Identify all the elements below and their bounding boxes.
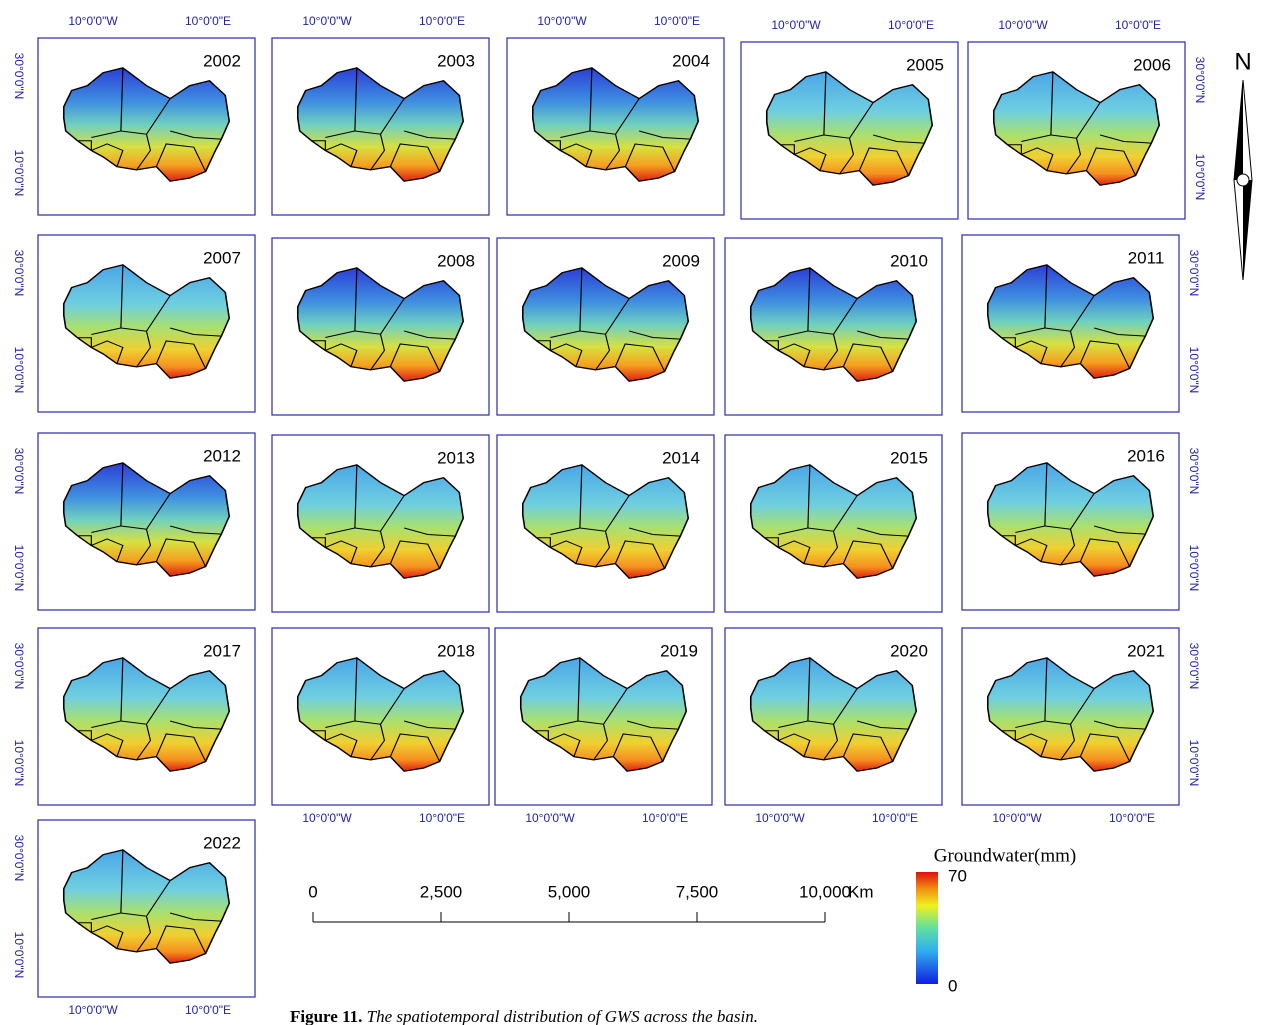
lon-label: 10°0'0"E — [642, 811, 688, 825]
figure: N 0 2,500 5,000 7,500 10,000Km Groundwater(m… — [0, 0, 1266, 1025]
lon-label: 10°0'0"E — [888, 18, 934, 32]
map-panel: 2011 30°0'0"N 10°0'0"N — [962, 235, 1201, 412]
lat-label: 30°0'0"N — [12, 448, 26, 495]
lon-label: 10°0'0"E — [872, 811, 918, 825]
lon-label: 10°0'0"W — [302, 14, 352, 28]
map-panel: 2013 — [272, 435, 489, 612]
legend: Groundwater(mm) 70 0 — [916, 845, 1076, 995]
lon-label: 10°0'0"E — [654, 14, 700, 28]
map-panel: 2012 30°0'0"N 10°0'0"N — [12, 433, 255, 610]
lat-label: 10°0'0"N — [12, 740, 26, 787]
lon-label: 10°0'0"W — [68, 14, 118, 28]
lon-label: 10°0'0"W — [771, 18, 821, 32]
caption: Figure 11. The spatiotemporal distributi… — [290, 1007, 758, 1025]
map-panel: 2003 10°0'0"W 10°0'0"E — [272, 14, 489, 215]
map-panel: 2018 10°0'0"W 10°0'0"E — [272, 628, 489, 825]
lat-label: 30°0'0"N — [1187, 643, 1201, 690]
lat-label: 30°0'0"N — [1187, 250, 1201, 297]
lat-label: 10°0'0"N — [1187, 545, 1201, 592]
year-label: 2008 — [437, 251, 475, 270]
year-label: 2020 — [890, 641, 928, 660]
year-label: 2011 — [1128, 248, 1165, 267]
map-panel: 2021 10°0'0"W 10°0'0"E 30°0'0"N 10°0'0"N — [962, 628, 1201, 825]
map-panel: 2008 — [272, 238, 489, 415]
lat-label: 10°0'0"N — [12, 932, 26, 979]
legend-title: Groundwater(mm) — [934, 845, 1076, 866]
map-panel: 2014 — [497, 435, 714, 612]
lat-label: 10°0'0"N — [1187, 740, 1201, 787]
lon-label: 10°0'0"E — [185, 1003, 231, 1017]
map-panel: 2005 10°0'0"W 10°0'0"E — [741, 18, 958, 219]
lat-label: 30°0'0"N — [12, 53, 26, 100]
lon-label: 10°0'0"W — [537, 14, 587, 28]
year-label: 2017 — [203, 641, 241, 660]
lon-label: 10°0'0"E — [1109, 811, 1155, 825]
year-label: 2006 — [1133, 55, 1171, 74]
scale-label: 2,500 — [420, 882, 463, 901]
map-panel: 2006 10°0'0"W 10°0'0"E 30°0'0"N 10°0'0"N — [968, 18, 1207, 219]
map-figure: N 0 2,500 5,000 7,500 10,000Km Groundwater(m… — [0, 0, 1266, 1025]
map-panel: 2009 — [497, 238, 714, 415]
map-panel: 2016 30°0'0"N 10°0'0"N — [962, 433, 1201, 610]
map-panel: 2015 — [725, 435, 942, 612]
year-label: 2009 — [662, 251, 700, 270]
map-panel: 2017 30°0'0"N 10°0'0"N — [12, 628, 255, 805]
color-bar — [916, 872, 938, 984]
map-panel: 2022 10°0'0"W 10°0'0"E 30°0'0"N 10°0'0"N — [12, 820, 255, 1017]
scale-label: 5,000 — [548, 882, 591, 901]
lat-label: 10°0'0"N — [12, 150, 26, 197]
lat-label: 10°0'0"N — [12, 347, 26, 394]
lon-label: 10°0'0"W — [302, 811, 352, 825]
map-panel: 2019 10°0'0"W 10°0'0"E — [495, 628, 712, 825]
scale-label: 10,000 — [799, 882, 851, 901]
lat-label: 30°0'0"N — [12, 835, 26, 882]
scale-bar: 0 2,500 5,000 7,500 10,000Km — [308, 882, 873, 922]
legend-min: 0 — [948, 976, 957, 995]
year-label: 2002 — [203, 51, 241, 70]
scale-label: 7,500 — [676, 882, 719, 901]
lon-label: 10°0'0"W — [525, 811, 575, 825]
caption-text: The spatiotemporal distribution of GWS a… — [367, 1007, 758, 1025]
lon-label: 10°0'0"W — [755, 811, 805, 825]
scale-unit: Km — [848, 882, 874, 901]
lon-label: 10°0'0"E — [419, 811, 465, 825]
lat-label: 10°0'0"N — [1193, 154, 1207, 201]
year-label: 2013 — [437, 448, 475, 467]
scale-label: 0 — [308, 882, 317, 901]
year-label: 2010 — [890, 251, 928, 270]
lon-label: 10°0'0"W — [68, 1003, 118, 1017]
year-label: 2005 — [906, 55, 944, 74]
year-label: 2022 — [203, 833, 241, 852]
north-label: N — [1234, 48, 1251, 75]
map-panel: 2010 — [725, 238, 942, 415]
lat-label: 10°0'0"N — [1187, 347, 1201, 394]
north-arrow: N — [1234, 48, 1252, 280]
lon-label: 10°0'0"E — [185, 14, 231, 28]
legend-max: 70 — [948, 866, 967, 885]
lat-label: 30°0'0"N — [1193, 57, 1207, 104]
map-panel: 2002 10°0'0"W 10°0'0"E 30°0'0"N 10°0'0"N — [12, 14, 255, 215]
year-label: 2018 — [437, 641, 475, 660]
year-label: 2016 — [1127, 446, 1165, 465]
year-label: 2003 — [437, 51, 475, 70]
year-label: 2021 — [1127, 641, 1165, 660]
lat-label: 30°0'0"N — [1187, 448, 1201, 495]
caption-label: Figure 11. — [290, 1007, 362, 1025]
map-panel: 2004 10°0'0"W 10°0'0"E — [507, 14, 724, 215]
map-panel: 2007 30°0'0"N 10°0'0"N — [12, 235, 255, 412]
lat-label: 10°0'0"N — [12, 545, 26, 592]
year-label: 2007 — [203, 248, 241, 267]
year-label: 2014 — [662, 448, 700, 467]
year-label: 2015 — [890, 448, 928, 467]
lon-label: 10°0'0"E — [419, 14, 465, 28]
year-label: 2004 — [672, 51, 710, 70]
year-label: 2019 — [660, 641, 698, 660]
year-label: 2012 — [203, 446, 241, 465]
lat-label: 30°0'0"N — [12, 250, 26, 297]
lon-label: 10°0'0"E — [1115, 18, 1161, 32]
map-panel: 2020 10°0'0"W 10°0'0"E — [725, 628, 942, 825]
lat-label: 30°0'0"N — [12, 643, 26, 690]
lon-label: 10°0'0"W — [992, 811, 1042, 825]
lon-label: 10°0'0"W — [998, 18, 1048, 32]
